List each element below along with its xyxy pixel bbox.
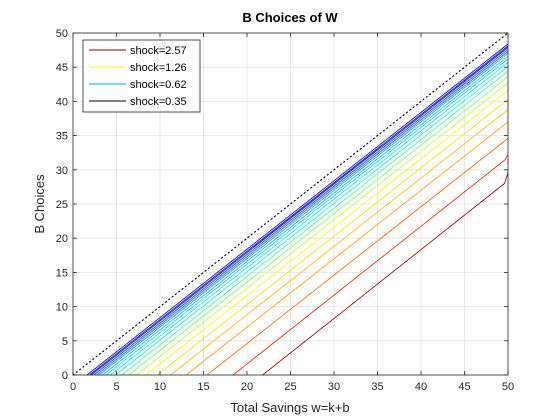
y-axis-label: B Choices <box>32 174 47 234</box>
legend-label: shock=2.57 <box>130 45 187 57</box>
series-line-9 <box>110 62 508 375</box>
x-tick-label: 35 <box>371 381 383 393</box>
x-tick-label: 20 <box>241 381 253 393</box>
y-tick-label: 5 <box>62 336 68 348</box>
x-tick-label: 40 <box>415 381 427 393</box>
x-tick-label: 25 <box>284 381 296 393</box>
series-layer <box>86 43 508 375</box>
legend-box <box>82 39 201 113</box>
x-tick-label: 10 <box>154 381 166 393</box>
x-tick-label: 0 <box>70 381 76 393</box>
chart-title: B Choices of W <box>242 10 338 25</box>
x-tick-label: 50 <box>502 381 514 393</box>
series-line-15 <box>157 99 508 375</box>
x-tick-label: 30 <box>328 381 340 393</box>
reference-line-layer <box>72 32 509 376</box>
y-tick-label: 40 <box>56 96 68 108</box>
series-line-11 <box>121 70 508 375</box>
legend-label: shock=1.26 <box>130 62 187 74</box>
series-line-10 <box>115 66 508 375</box>
x-tick-label: 5 <box>113 381 119 393</box>
tick-labels: 0 5 10 15 20 25 30 35 40 45 50 0 5 10 15 20 25 30 35 40 45 50 <box>56 28 514 393</box>
y-tick-label: 20 <box>56 233 68 245</box>
reference-line <box>72 32 509 376</box>
series-line-8 <box>105 58 508 375</box>
y-tick-label: 15 <box>56 267 68 279</box>
x-axis-label: Total Savings w=k+b <box>230 400 349 415</box>
series-line-4 <box>93 49 508 375</box>
x-tick-label: 45 <box>458 381 470 393</box>
series-line-19 <box>232 154 508 375</box>
legend: shock=2.57 shock=1.26 shock=0.62 shock=0.35 <box>82 39 201 113</box>
y-tick-label: 35 <box>56 131 68 143</box>
series-line-18 <box>206 138 508 375</box>
series-line-13 <box>136 82 508 375</box>
series-line-20 <box>262 172 508 375</box>
series-line-3 <box>91 47 508 375</box>
y-tick-label: 10 <box>56 302 68 314</box>
series-line-2 <box>89 45 508 375</box>
series-line-7 <box>102 55 508 375</box>
y-tick-label: 30 <box>56 165 68 177</box>
series-line-6 <box>98 53 508 375</box>
y-tick-label: 25 <box>56 199 68 211</box>
series-line-16 <box>170 109 508 375</box>
axes <box>72 32 509 376</box>
y-tick-label: 50 <box>56 28 68 40</box>
y-tick-label: 0 <box>62 370 68 382</box>
series-line-14 <box>145 90 508 375</box>
series-line-12 <box>128 76 508 375</box>
series-line-1 <box>86 43 508 375</box>
y-tick-label: 45 <box>56 62 68 74</box>
legend-label: shock=0.35 <box>130 96 187 108</box>
x-tick-label: 15 <box>197 381 209 393</box>
legend-label: shock=0.62 <box>130 79 187 91</box>
series-line-17 <box>185 121 508 375</box>
series-line-5 <box>96 51 508 375</box>
